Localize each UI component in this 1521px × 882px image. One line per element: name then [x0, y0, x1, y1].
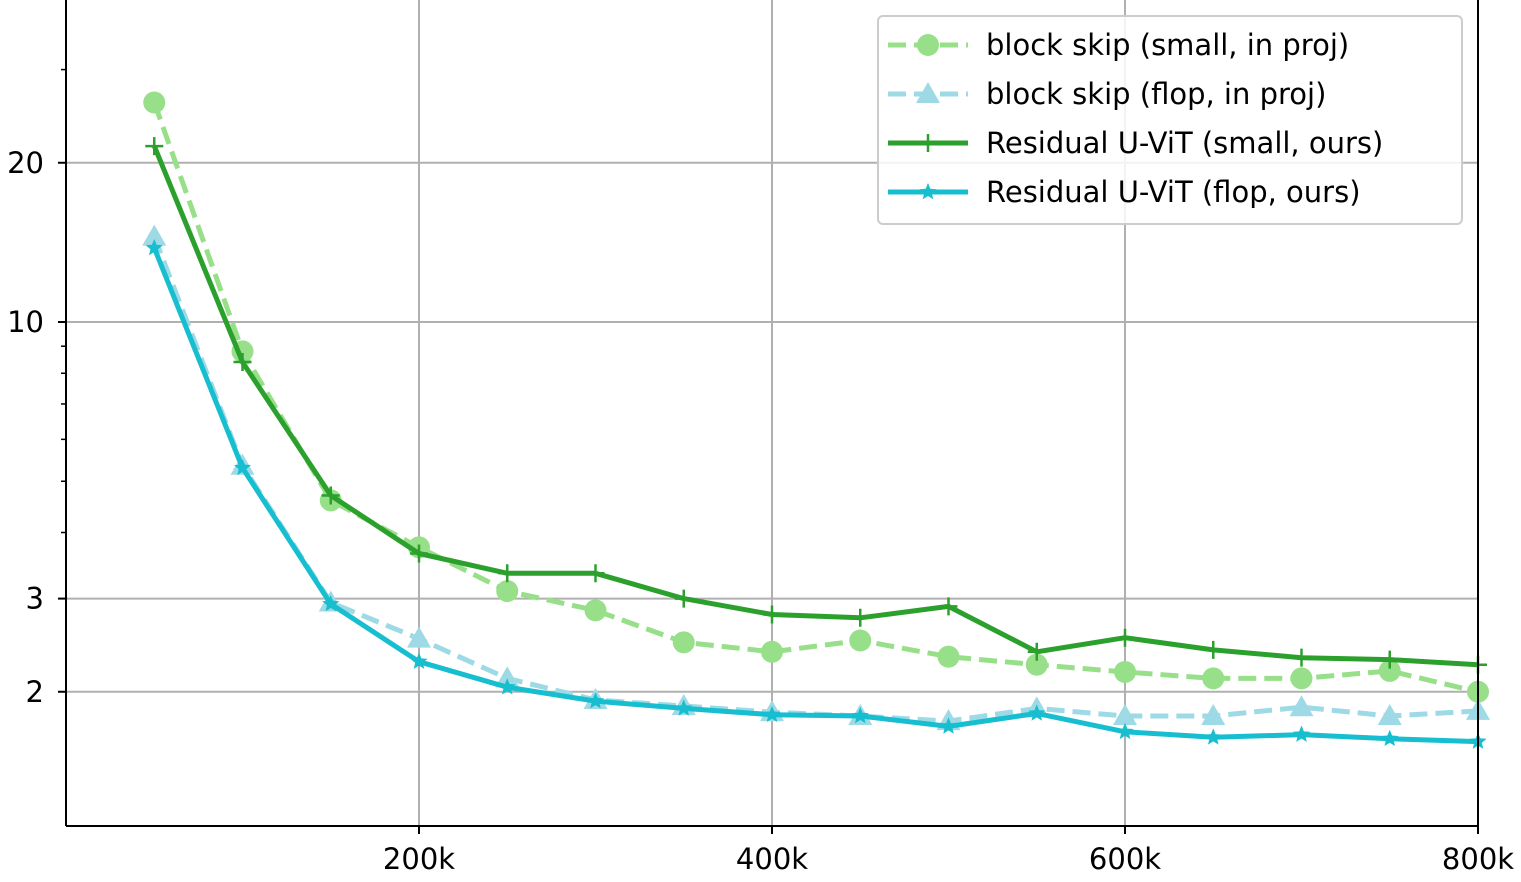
- series-layer: [142, 91, 1490, 749]
- data-point: [849, 629, 872, 652]
- data-point: [1025, 653, 1048, 676]
- data-point: [939, 597, 958, 616]
- data-point: [1377, 703, 1402, 725]
- data-point: [761, 640, 783, 663]
- legend-marker: [919, 134, 937, 152]
- data-point: [145, 137, 164, 156]
- data-point: [1204, 640, 1223, 659]
- data-point: [495, 666, 520, 688]
- data-point: [233, 458, 252, 476]
- legend: block skip (small, in proj) block skip (f…: [877, 15, 1463, 225]
- data-point: [321, 486, 340, 505]
- legend-item: Residual U-ViT (small, ours): [888, 126, 1383, 160]
- series-3: [145, 239, 1487, 749]
- x-tick-label: 400k: [736, 842, 808, 876]
- data-point: [675, 699, 693, 716]
- data-point: [410, 652, 428, 669]
- data-point: [851, 706, 869, 724]
- legend-marker: [919, 183, 937, 200]
- data-point: [1114, 660, 1136, 683]
- x-ticks: 200k 400k 600k 800k: [383, 826, 1514, 876]
- y-tick-label: 2: [26, 675, 44, 709]
- data-point: [586, 692, 605, 709]
- legend-label: block skip (small, in proj): [986, 28, 1349, 62]
- data-point: [1380, 650, 1399, 669]
- data-point: [1292, 648, 1311, 667]
- data-point: [143, 91, 166, 114]
- data-point: [586, 564, 605, 583]
- legend-label: Residual U-ViT (flop, ours): [986, 175, 1361, 209]
- legend-label: block skip (flop, in proj): [986, 77, 1326, 111]
- data-point: [1289, 695, 1314, 717]
- legend-marker: [917, 34, 939, 56]
- series-line: [151, 101, 1479, 695]
- data-point: [1027, 642, 1046, 661]
- series-line: [151, 145, 1479, 668]
- legend-item: block skip (small, in proj): [888, 28, 1349, 62]
- y-tick-label: 20: [7, 146, 44, 180]
- x-tick-label: 200k: [383, 842, 455, 876]
- data-point: [1378, 659, 1401, 682]
- data-point: [937, 645, 960, 668]
- legend-item: Residual U-ViT (flop, ours): [888, 175, 1361, 209]
- data-point: [1292, 725, 1311, 742]
- x-tick-label: 600k: [1089, 842, 1161, 876]
- data-point: [407, 626, 431, 648]
- legend-box: [877, 15, 1463, 225]
- legend-item: block skip (flop, in proj): [888, 77, 1326, 111]
- data-point: [763, 605, 781, 624]
- y-ticks: 2 3 10 20: [7, 68, 66, 709]
- x-tick-label: 800k: [1442, 842, 1514, 876]
- series-line: [151, 247, 1479, 745]
- data-point: [498, 678, 516, 695]
- data-point: [233, 353, 252, 372]
- data-point: [763, 705, 781, 722]
- data-point: [145, 239, 163, 256]
- data-point: [1201, 703, 1226, 725]
- legend-label: Residual U-ViT (small, ours): [986, 126, 1383, 160]
- data-point: [851, 608, 870, 627]
- data-point: [1202, 667, 1225, 690]
- data-point: [939, 717, 958, 734]
- data-point: [1116, 722, 1134, 740]
- data-point: [1204, 728, 1222, 745]
- data-point: [1381, 729, 1399, 747]
- y-tick-label: 3: [26, 582, 44, 616]
- data-point: [142, 224, 167, 246]
- data-point: [674, 589, 693, 608]
- data-point: [498, 564, 517, 583]
- data-point: [584, 599, 607, 622]
- data-point: [1116, 628, 1134, 647]
- data-point: [1113, 703, 1137, 725]
- data-point: [410, 544, 428, 563]
- data-point: [1290, 667, 1313, 690]
- data-point: [496, 580, 519, 603]
- data-point: [672, 631, 695, 654]
- data-point: [322, 595, 340, 612]
- legend-marker: [916, 82, 940, 103]
- y-tick-label: 10: [7, 305, 44, 339]
- data-point: [1028, 704, 1046, 721]
